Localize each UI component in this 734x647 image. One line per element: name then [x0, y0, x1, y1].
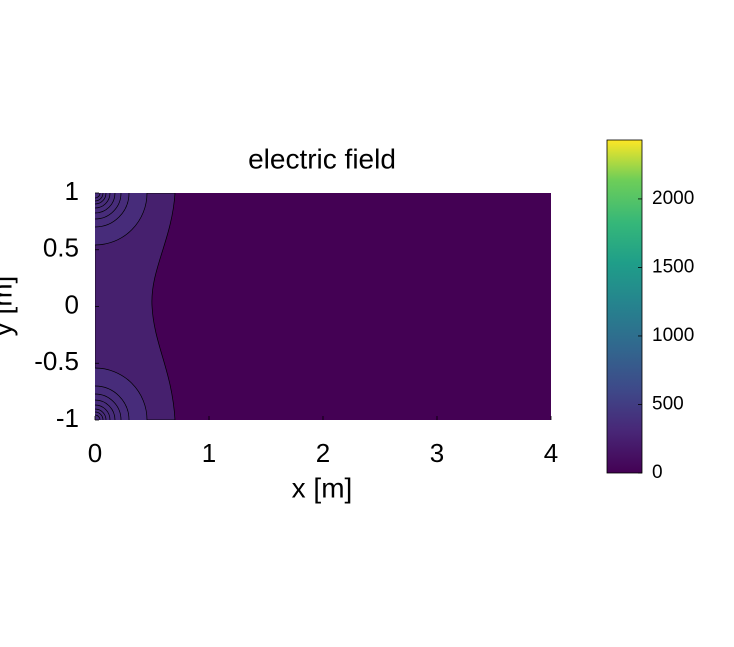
y-tick-label: -0.5 [34, 346, 79, 376]
y-tick-label: 0.5 [43, 233, 79, 263]
x-tick-label: 3 [430, 438, 444, 468]
x-tick-label: 0 [88, 438, 102, 468]
chart-title: electric field [248, 143, 396, 174]
x-tick-label: 2 [316, 438, 330, 468]
x-tick-label: 1 [202, 438, 216, 468]
colorbar [606, 139, 643, 474]
colorbar-tick-label: 1500 [652, 256, 694, 277]
y-axis-label: y [m] [0, 276, 17, 337]
colorbar-tick-label: 0 [652, 462, 663, 483]
colorbar-tick-label: 2000 [652, 188, 694, 209]
colorbar-tick-label: 1000 [652, 325, 694, 346]
x-axis-label: x [m] [292, 472, 353, 503]
x-tick-label: 4 [544, 438, 558, 468]
y-tick-label: 1 [65, 176, 79, 206]
contour-field [95, 193, 551, 420]
y-tick-label: 0 [65, 289, 79, 319]
colorbar-tick-label: 500 [652, 393, 684, 414]
y-tick-label: -1 [56, 403, 79, 433]
